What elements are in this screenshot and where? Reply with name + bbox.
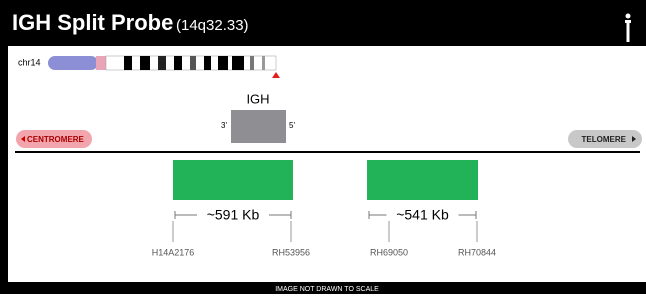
footer: IMAGE NOT DRAWN TO SCALE: [275, 286, 379, 293]
locus: (14q32.33): [176, 17, 249, 34]
probe-box: [173, 160, 293, 200]
probe-diagram: IGH Split Probe (14q32.33) chr14 IGH 3' …: [0, 0, 646, 294]
marker-label: RH53956: [272, 247, 310, 257]
probe-box: [367, 160, 478, 200]
marker-label: RH70844: [458, 247, 496, 257]
gene-label: IGH: [246, 91, 269, 106]
probe-size: ~541 Kb: [396, 207, 449, 223]
gene-3-end: 3': [221, 121, 227, 130]
probe-size: ~591 Kb: [207, 207, 260, 223]
marker-label: H14A2176: [152, 247, 195, 257]
chromosome-label: chr14: [18, 57, 41, 67]
title: IGH Split Probe: [12, 10, 173, 35]
centromere-label: CENTROMERE: [27, 135, 85, 144]
gene-5-end: 5': [289, 121, 295, 130]
content-area: [8, 46, 646, 282]
page: IGH Split Probe (14q32.33) chr14 IGH 3' …: [0, 0, 646, 299]
marker-label: RH69050: [370, 247, 408, 257]
telomere-label: TELOMERE: [582, 135, 627, 144]
gene-box: [231, 110, 286, 143]
chromosome-line: [15, 151, 640, 153]
